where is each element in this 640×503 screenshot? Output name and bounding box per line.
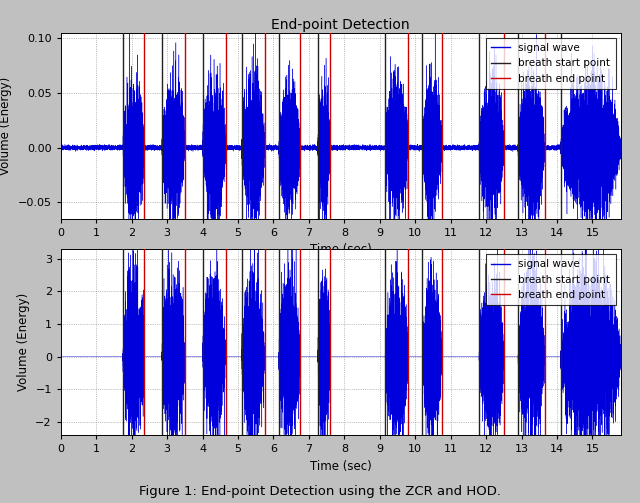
Legend: signal wave, breath start point, breath end point: signal wave, breath start point, breath … bbox=[486, 38, 616, 89]
Y-axis label: Volume (Energy): Volume (Energy) bbox=[0, 76, 12, 175]
Y-axis label: Volume (Energy): Volume (Energy) bbox=[17, 293, 29, 391]
X-axis label: Time (sec): Time (sec) bbox=[310, 243, 372, 257]
Text: Figure 1: End-point Detection using the ZCR and HOD.: Figure 1: End-point Detection using the … bbox=[139, 485, 501, 498]
X-axis label: Time (sec): Time (sec) bbox=[310, 460, 372, 473]
Legend: signal wave, breath start point, breath end point: signal wave, breath start point, breath … bbox=[486, 254, 616, 305]
Title: End-point Detection: End-point Detection bbox=[271, 18, 410, 32]
